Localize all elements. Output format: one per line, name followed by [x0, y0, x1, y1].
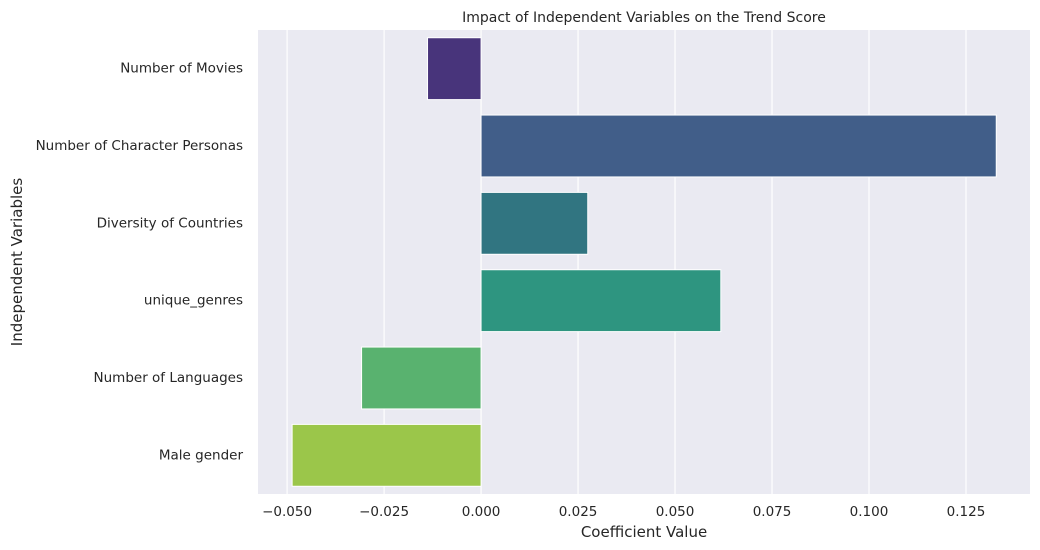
y-tick-label-2: Diversity of Countries: [97, 215, 243, 231]
y-tick-label-4: Number of Languages: [94, 370, 243, 386]
y-tick-label-1: Number of Character Personas: [36, 138, 243, 154]
x-tick-label-3: 0.025: [559, 504, 598, 520]
gridlines: [286, 30, 967, 494]
y-tick-label-0: Number of Movies: [120, 61, 243, 77]
y-axis-label: Independent Variables: [8, 178, 26, 347]
y-tick-labels: Number of Movies Number of Character Pers…: [36, 61, 244, 464]
y-tick-label-5: Male gender: [159, 447, 244, 463]
bar-4: [361, 346, 482, 410]
x-tick-label-6: 0.100: [850, 504, 889, 520]
x-tick-label-1: −0.025: [359, 504, 409, 520]
bar-3: [480, 269, 722, 333]
x-tick-label-0: −0.050: [262, 504, 312, 520]
x-tick-label-5: 0.075: [753, 504, 792, 520]
plot-background: [258, 30, 1030, 494]
x-tick-label-7: 0.125: [947, 504, 986, 520]
y-tick-label-3: unique_genres: [144, 293, 243, 309]
x-tick-labels: −0.050 −0.025 0.000 0.025 0.050 0.075 0.100 0.1…: [262, 504, 985, 520]
bar-0: [427, 37, 482, 101]
chart-title: Impact of Independent Variables on the T…: [462, 10, 826, 26]
x-tick-label-4: 0.050: [656, 504, 695, 520]
x-axis-label: Coefficient Value: [581, 523, 707, 541]
x-tick-label-2: 0.000: [462, 504, 501, 520]
bars: [291, 37, 997, 487]
bar-2: [480, 191, 589, 255]
bar-5: [291, 423, 482, 487]
bar-1: [480, 114, 997, 178]
